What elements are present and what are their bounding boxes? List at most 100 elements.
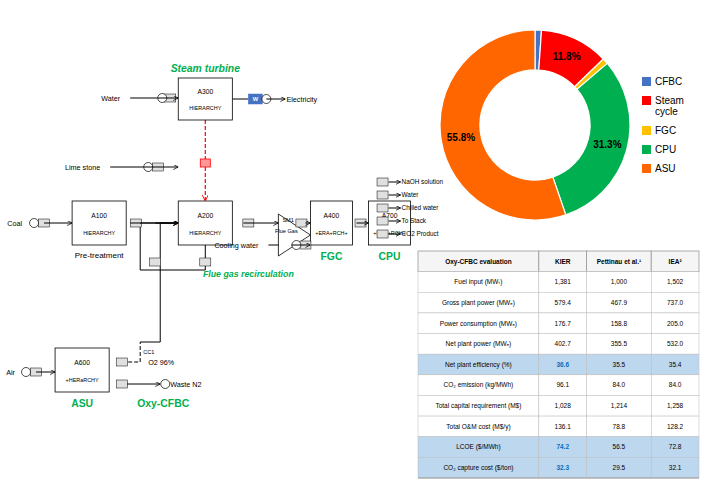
table-cell: [651, 292, 699, 313]
cell-text: 84.0: [613, 381, 626, 388]
arrow: [389, 221, 401, 222]
cell-text: CO₂ capture cost ($/ton): [443, 464, 513, 472]
arrow: [357, 223, 369, 224]
table-cell: [539, 437, 587, 458]
data-label: 11.8%: [553, 51, 581, 62]
arrow: [243, 223, 278, 224]
box-label: A100: [91, 212, 107, 219]
arrows: [36, 98, 401, 384]
legend-label: ASU: [655, 163, 676, 174]
table-cell: [418, 354, 539, 375]
cell-text: 96.1: [556, 381, 569, 388]
cell-text: 56.5: [613, 443, 626, 450]
data-label: 31.3%: [593, 139, 621, 150]
cell-text: 1,028: [555, 402, 572, 409]
slices: [440, 30, 630, 220]
stream-box: [377, 191, 388, 199]
cell-text: 74.2: [556, 443, 569, 450]
arrow: [130, 223, 178, 224]
cell-text: 176.7: [555, 320, 572, 327]
diagram-label: To Stack: [402, 217, 427, 224]
flow-diagram: A300HIERARCHYA200HIERARCHYA100HIERARCHYA…: [6, 63, 443, 409]
terminal: [22, 368, 31, 377]
cell-text: CO₂ emission (kg/MWh): [444, 381, 514, 389]
diagram-label: W: [253, 96, 259, 102]
cell-text: Net plant power (MWₑ): [446, 340, 512, 348]
stream-box: [296, 219, 307, 227]
legend-swatch: [642, 164, 651, 173]
table-cell: [539, 334, 587, 355]
diagram-label: SM1: [282, 217, 294, 223]
legend-swatch: [642, 96, 651, 105]
arrow: [389, 195, 401, 196]
process-box: [55, 348, 109, 392]
cell-text: 205.0: [667, 320, 684, 327]
diagram-label: Flue gas recirculation: [203, 269, 294, 279]
cell-text: 1,258: [667, 402, 684, 409]
legend-label: FGC: [655, 125, 676, 136]
table-cell: [418, 457, 539, 478]
table-cell: [418, 437, 539, 458]
cell-text: 1,381: [555, 278, 572, 285]
arrow: [266, 99, 285, 100]
diagram-label: Coal: [7, 219, 22, 228]
legend-swatch: [642, 77, 651, 86]
legend-item: CPU: [642, 144, 676, 155]
arrow: [389, 208, 401, 209]
table: Oxy-CFBC evaluationKIERPettinau et al.¹I…: [418, 251, 699, 478]
diagram-label: Chilled water: [402, 204, 440, 211]
table-cell: [651, 395, 699, 416]
table-cell: [418, 292, 539, 313]
table-cell: [587, 457, 652, 478]
data-labels: 11.8%31.3%55.8%: [447, 51, 622, 150]
table-cell: [539, 457, 587, 478]
legend: CFBCSteamcycleFGCCPUASU: [642, 76, 684, 174]
arrow: [205, 167, 206, 201]
cell-text: 35.5: [613, 361, 626, 368]
table-cell: [418, 272, 539, 293]
cell-text: Fuel input (MWₜ): [454, 278, 502, 286]
box-label: A600: [74, 359, 90, 366]
connector: [130, 98, 157, 99]
header-cell: [418, 251, 539, 272]
diagram-label: Cooling water: [214, 241, 259, 250]
cell-text: 32.3: [556, 464, 569, 471]
table-cell: [418, 313, 539, 334]
table-cell: [539, 272, 587, 293]
diagram-label: Pre-treatment: [75, 251, 125, 260]
cell-text: 579.4: [555, 299, 572, 306]
cell-text: Power consumption (MWₑ): [440, 320, 517, 328]
process-box: [178, 78, 232, 120]
arrow: [143, 167, 178, 168]
legend-item: FGC: [642, 125, 676, 136]
diagram-label: Electricity: [286, 95, 317, 104]
table-cell: [651, 457, 699, 478]
process-boxes: A300HIERARCHYA200HIERARCHYA100HIERARCHYA…: [55, 78, 411, 392]
diagram-label: Water: [101, 94, 121, 103]
table-cell: [539, 292, 587, 313]
cell-text: 36.6: [556, 361, 569, 368]
stream-box: [117, 358, 128, 366]
diagram-label: FGC: [321, 251, 343, 262]
stream-box: [377, 230, 388, 238]
diagram-label: Water: [402, 191, 420, 198]
process-box: [310, 201, 352, 245]
splitter: [278, 214, 310, 256]
cell-text: 158.8: [611, 320, 628, 327]
legend-item: Steamcycle: [642, 95, 684, 117]
cell-text: 32.1: [669, 464, 682, 471]
cell-text: 29.5: [613, 464, 626, 471]
table-cell: [587, 292, 652, 313]
terminal: [30, 219, 39, 228]
cell-text: Gross plant power (MWₑ): [442, 299, 515, 307]
cell-text: LCOE ($/MWh): [456, 443, 500, 451]
donut-slice: [553, 63, 630, 215]
legend-label: CPU: [655, 144, 676, 155]
table-cell: [587, 437, 652, 458]
cell-text: Total capital requirement (M$): [435, 402, 521, 410]
table-cell: [651, 354, 699, 375]
connector: [140, 223, 178, 342]
box-label: A400: [324, 212, 340, 219]
arrow: [44, 223, 72, 224]
arrow: [127, 384, 160, 385]
